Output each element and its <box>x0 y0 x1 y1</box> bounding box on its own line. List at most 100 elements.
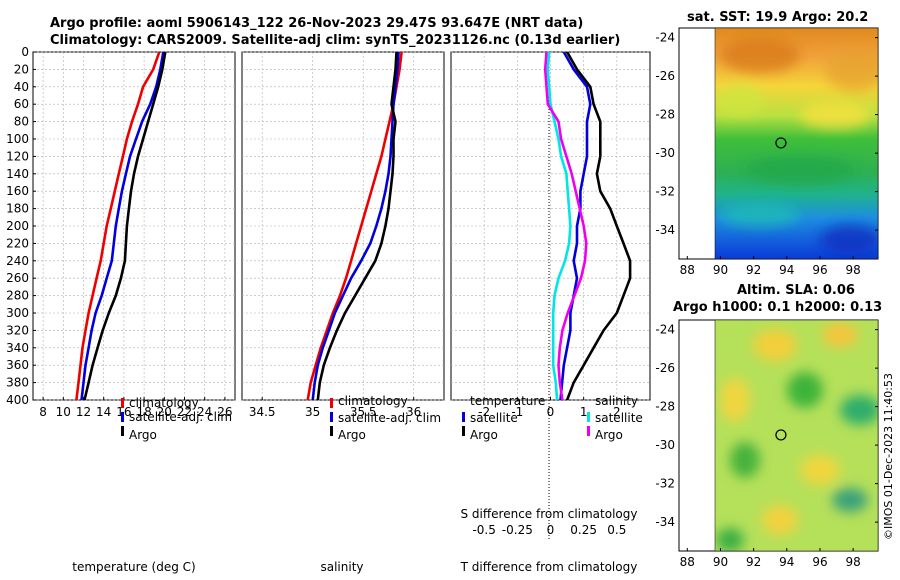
series-line-argo <box>83 52 167 400</box>
salinity-grid <box>242 51 444 401</box>
map-x-tick-label: 98 <box>845 263 860 277</box>
sla-map-title-line1: Altim. SLA: 0.06 <box>737 283 855 298</box>
series-line-satellite-adj-clim <box>80 52 165 400</box>
map-y-tick-label: -30 <box>655 438 675 452</box>
diff-legend-swatch-s-argo <box>587 426 590 436</box>
x-tick-label: 18 <box>136 405 151 419</box>
y-tick-label: 60 <box>14 97 29 111</box>
sal-legend-swatch-satellite <box>330 412 333 422</box>
x-tick-label: 26 <box>217 405 232 419</box>
x-tick-label: 12 <box>76 405 91 419</box>
x-tick-label: 20 <box>157 405 172 419</box>
map-x-tick-label: 90 <box>713 555 728 569</box>
sla-map-title-line2: Argo h1000: 0.1 h2000: 0.13 <box>673 300 883 315</box>
legend-swatch-argo <box>121 426 124 436</box>
t-difference-label: T difference from climatology <box>460 560 638 574</box>
diff-legend-label-t-satellite: satellite <box>470 411 518 425</box>
x-tick-label: 1 <box>580 405 588 419</box>
map-x-tick-label: 96 <box>812 263 827 277</box>
map-x-tick-label: 96 <box>812 555 827 569</box>
x-tick-label: 2 <box>613 405 621 419</box>
secondary-tick-label: 0.25 <box>570 523 597 537</box>
legend-label-climatology: climatology <box>129 396 199 410</box>
difference-legend: temperature satellite Argo salinity sate… <box>462 394 643 442</box>
figure-title-line2: Climatology: CARS2009. Satellite-adj cli… <box>50 33 621 48</box>
legend-swatch-satellite <box>121 412 124 422</box>
series-line-temperature-satellite <box>559 52 592 400</box>
x-tick-label: 8 <box>39 405 47 419</box>
figure-title-line1: Argo profile: aoml 5906143_122 26-Nov-20… <box>50 16 584 31</box>
map-x-tick-label: 92 <box>746 555 761 569</box>
map-y-tick-label: -28 <box>655 400 675 414</box>
legend-title-salinity: salinity <box>595 394 638 408</box>
y-tick-label: 300 <box>6 306 29 320</box>
x-tick-label: 35 <box>305 405 320 419</box>
map-y-tick-label: -24 <box>655 31 675 45</box>
y-tick-label: 280 <box>6 289 29 303</box>
legend-swatch-climatology <box>121 398 124 408</box>
sst-map-title: sat. SST: 19.9 Argo: 20.2 <box>687 10 869 25</box>
y-tick-label: 380 <box>6 376 29 390</box>
salinity-lines <box>306 52 403 400</box>
y-tick-label: 340 <box>6 341 29 355</box>
y-tick-label: 200 <box>6 219 29 233</box>
salinity-legend: climatology satellite-adj. clim Argo <box>330 394 441 442</box>
legend-title-temperature: temperature <box>470 394 545 408</box>
sal-legend-label-argo: Argo <box>338 428 366 442</box>
map-x-tick-label: 94 <box>779 263 794 277</box>
y-tick-label: 0 <box>21 45 29 59</box>
y-tick-label: 80 <box>14 115 29 129</box>
series-line-climatology <box>75 52 161 400</box>
y-tick-label: 180 <box>6 202 29 216</box>
map-y-tick-label: -26 <box>655 361 675 375</box>
diff-legend-label-s-satellite: satellite <box>595 411 643 425</box>
salinity-xticks: 34.5 35 35.5 36 <box>249 397 421 419</box>
y-tick-label: 20 <box>14 62 29 76</box>
sal-legend-label-climatology: climatology <box>338 394 408 408</box>
argo-location-marker <box>775 429 787 441</box>
map-x-tick-label: 90 <box>713 263 728 277</box>
x-tick-label: 10 <box>56 405 71 419</box>
temperature-grid <box>33 51 235 401</box>
sst-map: 88 90 92 94 96 98 -34 -32 -30 -28 -26 -24 <box>655 27 879 277</box>
map-y-tick-label: -34 <box>655 515 675 529</box>
x-tick-label: 35.5 <box>350 405 377 419</box>
map-x-tick-label: 88 <box>680 555 695 569</box>
map-y-tick-label: -30 <box>655 146 675 160</box>
sla-map-ticks: 88 90 92 94 96 98 -34 -32 -30 -28 -26 -24 <box>655 323 878 569</box>
secondary-tick-label: 0.5 <box>607 523 626 537</box>
map-x-tick-label: 94 <box>779 555 794 569</box>
difference-panel: -2 -1 0 1 2 -0.5 -0.25 0 0.25 0.5 S difference f… <box>450 51 651 574</box>
temperature-panel: 8101214161820222426 02040608010012014016… <box>6 45 236 574</box>
x-tick-label: 14 <box>96 405 111 419</box>
series-line-argo <box>316 52 398 400</box>
depth-ticks: 0 20 40 60 80 100 120 140 160 180 200 220 240 260 280 3… <box>6 45 36 407</box>
x-tick-label: 24 <box>197 405 212 419</box>
difference-xticks: -2 -1 0 1 2 <box>478 397 621 419</box>
y-tick-label: 140 <box>6 167 29 181</box>
temperature-xlabel: temperature (deg C) <box>72 560 195 574</box>
sla-map: 88 90 92 94 96 98 -34 -32 -30 -28 -26 -24 <box>655 319 879 569</box>
secondary-tick-label: -0.25 <box>502 523 533 537</box>
s-difference-label: S difference from climatology <box>461 507 638 521</box>
map-x-tick-label: 98 <box>845 555 860 569</box>
y-tick-label: 240 <box>6 254 29 268</box>
y-tick-label: 320 <box>6 323 29 337</box>
secondary-tick-label: -0.5 <box>472 523 495 537</box>
y-tick-label: 400 <box>6 393 29 407</box>
salinity-panel: 34.5 35 35.5 36 salinity climatology satell… <box>241 51 445 574</box>
y-tick-label: 40 <box>14 80 29 94</box>
y-tick-label: 360 <box>6 358 29 372</box>
diff-legend-swatch-t-argo <box>462 426 465 436</box>
x-tick-label: 0 <box>547 405 555 419</box>
temperature-xticks: 8101214161820222426 <box>39 397 233 419</box>
diff-legend-swatch-s-satellite <box>587 412 590 422</box>
temperature-legend: climatology satellite-adj. clim Argo <box>121 396 232 442</box>
legend-label-satellite: satellite-adj. clim <box>129 410 232 424</box>
x-tick-label: 36 <box>406 405 421 419</box>
map-y-tick-label: -28 <box>655 108 675 122</box>
secondary-tick-label: 0 <box>547 523 555 537</box>
argo-location-marker <box>775 137 787 149</box>
map-y-tick-label: -26 <box>655 69 675 83</box>
